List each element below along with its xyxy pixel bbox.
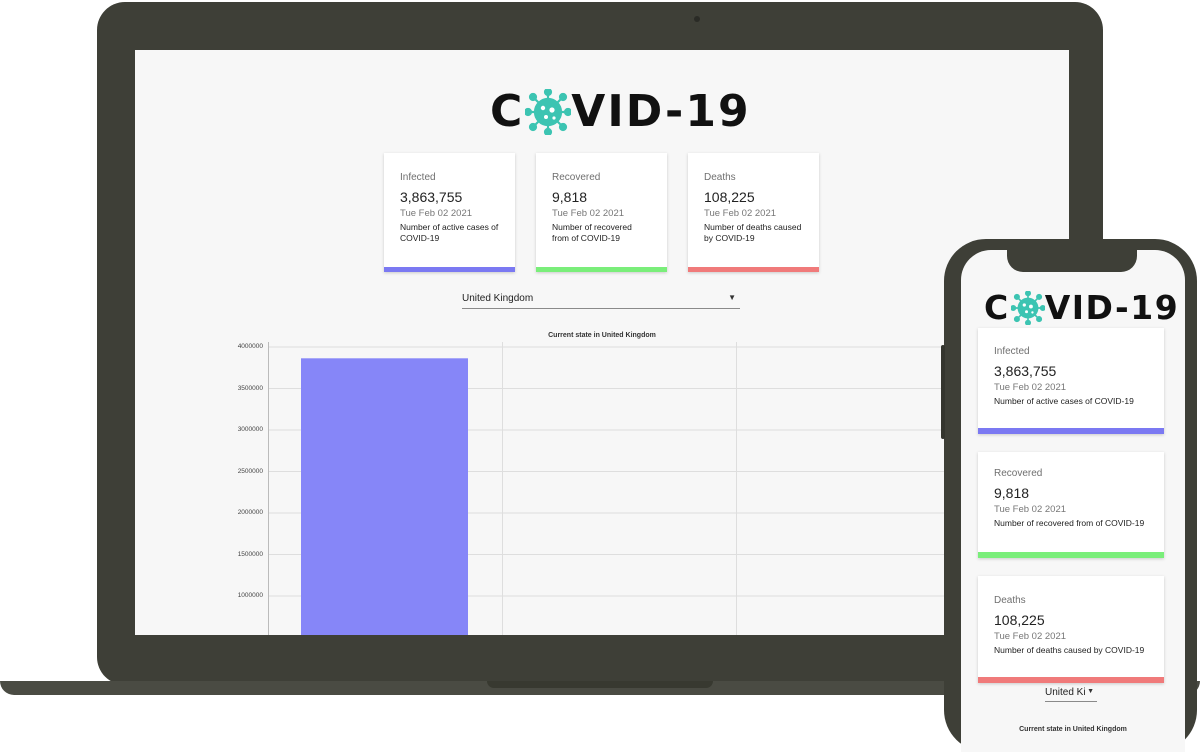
card-value: 108,225 [994, 612, 1045, 628]
phone-notch [1007, 250, 1137, 272]
covid-logo: C VID-19 [984, 288, 1179, 327]
infected-color-bar [978, 428, 1164, 434]
card-title: Recovered [552, 172, 601, 183]
card-date: Tue Feb 02 2021 [994, 382, 1067, 393]
card-description: Number of recovered from of COVID-19 [552, 222, 664, 244]
card-title: Recovered [994, 468, 1043, 479]
y-tick-label: 4000000 [237, 343, 263, 350]
card-date: Tue Feb 02 2021 [704, 208, 777, 219]
bar-infected[interactable] [301, 358, 468, 635]
card-title: Deaths [704, 172, 736, 183]
laptop-screen: C VID-19 Infected 3,863,755 Tue Feb 02 2… [135, 50, 1069, 635]
y-tick-label: 1000000 [237, 592, 263, 599]
laptop-base-notch [487, 681, 713, 688]
chevron-down-icon[interactable]: ▼ [1087, 688, 1094, 695]
card-value: 9,818 [994, 485, 1030, 501]
card-date: Tue Feb 02 2021 [994, 631, 1067, 642]
laptop-base [0, 681, 1200, 695]
card-description-line: Number of deaths caused [704, 222, 802, 232]
y-tick-label: 2500000 [237, 467, 263, 475]
card-title: Deaths [994, 595, 1026, 606]
card-description: Number of deaths caused by COVID-19 [704, 222, 816, 244]
infected-color-bar [384, 267, 515, 272]
recovered-color-bar [536, 267, 667, 272]
logo-text-right: VID-19 [571, 86, 751, 137]
logo-text-left: C [984, 288, 1010, 327]
country-select-value: United Ki [1045, 687, 1086, 698]
card-description: Number of active cases of COVID-19 [994, 396, 1134, 406]
card-description: Number of recovered from of COVID-19 [994, 518, 1145, 528]
card-title: Infected [994, 346, 1030, 357]
chart-title: Current state in United Kingdom [548, 332, 656, 339]
y-tick-label: 1500000 [237, 550, 263, 558]
recovered-card: Recovered 9,818 Tue Feb 02 2021 Number o… [536, 153, 667, 272]
card-value: 9,818 [552, 189, 588, 205]
recovered-color-bar [978, 552, 1164, 558]
y-tick-label: 2000000 [237, 509, 263, 516]
y-tick-label: 3000000 [237, 426, 263, 433]
card-title: Infected [400, 172, 436, 183]
infected-card: Infected 3,863,755 Tue Feb 02 2021 Numbe… [384, 153, 515, 272]
y-tick-label: 3500000 [237, 384, 263, 392]
deaths-color-bar [688, 267, 819, 272]
deaths-card: Deaths 108,225 Tue Feb 02 2021 Number of… [978, 576, 1164, 683]
card-value: 108,225 [704, 189, 755, 205]
card-value: 3,863,755 [400, 189, 463, 205]
card-date: Tue Feb 02 2021 [552, 208, 625, 219]
card-description-line: by COVID-19 [704, 233, 755, 243]
chevron-down-icon[interactable]: ▼ [728, 293, 736, 302]
country-select[interactable]: United Ki ▼ [1045, 685, 1097, 702]
covid-logo: C VID-19 [490, 86, 751, 137]
virus-icon [1010, 290, 1045, 325]
country-select[interactable]: United Kingdom ▼ [462, 290, 740, 309]
card-description: Number of deaths caused by COVID-19 [994, 645, 1145, 655]
laptop-camera [694, 16, 700, 22]
card-description-line: COVID-19 [400, 233, 440, 243]
card-description-line: from of COVID-19 [552, 233, 621, 243]
deaths-card: Deaths 108,225 Tue Feb 02 2021 Number of… [688, 153, 819, 272]
logo-text-left: C [490, 86, 525, 137]
bar-chart [268, 342, 1069, 635]
country-select-value: United Kingdom [462, 293, 534, 304]
phone-side-button [941, 345, 945, 439]
card-description-line: Number of active cases of [400, 222, 499, 232]
recovered-card: Recovered 9,818 Tue Feb 02 2021 Number o… [978, 452, 1164, 558]
chart-title: Current state in United Kingdom [1019, 726, 1127, 733]
virus-icon [525, 88, 572, 135]
card-description-line: Number of recovered [552, 222, 632, 232]
card-date: Tue Feb 02 2021 [400, 208, 473, 219]
card-date: Tue Feb 02 2021 [994, 504, 1067, 515]
card-description: Number of active cases of COVID-19 [400, 222, 512, 244]
card-value: 3,863,755 [994, 363, 1057, 379]
phone-screen: C VID-19 Infected 3,863,755 Tue Feb 02 2… [961, 250, 1185, 752]
infected-card: Infected 3,863,755 Tue Feb 02 2021 Numbe… [978, 328, 1164, 434]
logo-text-right: VID-19 [1044, 288, 1180, 327]
deaths-color-bar [978, 677, 1164, 683]
